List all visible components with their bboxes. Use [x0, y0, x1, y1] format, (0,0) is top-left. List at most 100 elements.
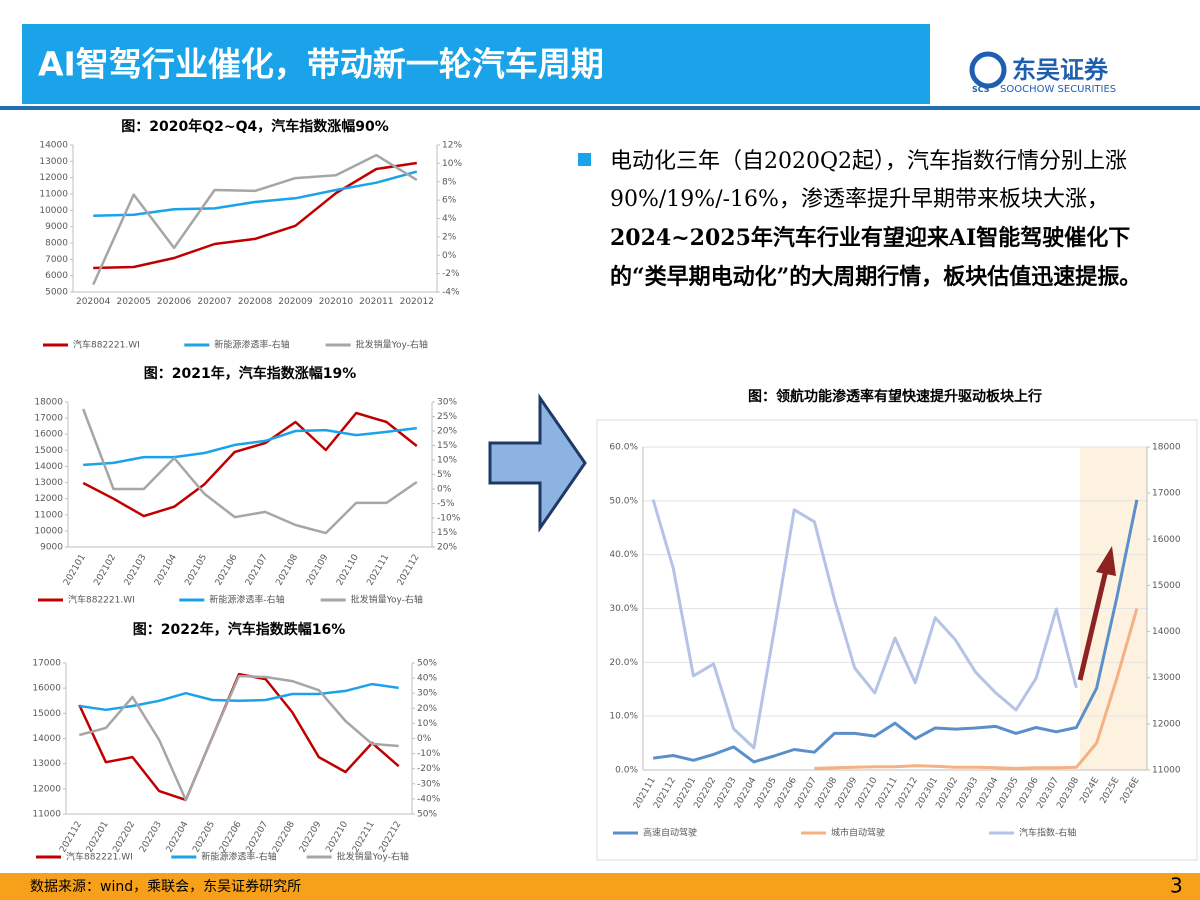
bullet-normal: 电动化三年（自2020Q2起），汽车指数行情分别上涨90%/19%/-16%，渗… [610, 149, 1128, 212]
y-tick-label: 12000 [39, 173, 68, 183]
y2-tick-label: 4% [442, 214, 457, 224]
y2-tick-label: 25% [437, 412, 457, 422]
y2-tick-label: 0% [417, 734, 432, 744]
legend-label: 批发销量Yoy-右轴 [337, 851, 409, 863]
y-tick-label: 17000 [34, 414, 63, 424]
logo: 东吴证券 SCS SOOCHOW SECURITIES [969, 51, 1116, 95]
y2-tick-label: 2% [442, 232, 457, 242]
legend-label: 批发销量Yoy-右轴 [351, 594, 423, 606]
series-line [93, 161, 417, 270]
series-line [79, 682, 399, 712]
legend-label: 新能源渗透率-右轴 [214, 339, 289, 351]
y-tick-label: 16000 [32, 684, 61, 694]
y2-tick-label: 6% [442, 196, 457, 206]
x-tick-label: 202007 [197, 297, 231, 307]
y-tick-label: 14000 [39, 141, 68, 151]
legend-label: 批发销量Yoy-右轴 [356, 339, 428, 351]
logo-mark: SCS [972, 85, 990, 94]
y2-tick-label: 15000 [1152, 581, 1181, 591]
y-tick-label: 10.0% [609, 712, 638, 722]
y2-tick-label: 0% [442, 251, 457, 261]
y-tick-label: 9000 [45, 222, 68, 232]
y2-tick-label: 12% [442, 141, 462, 151]
y-tick-label: 10000 [39, 206, 68, 216]
title-bar [22, 24, 930, 104]
slide-title: AI智驾行业催化，带动新一轮汽车周期 [38, 45, 604, 84]
y-tick-label: 8000 [45, 239, 68, 249]
series-line [78, 674, 399, 802]
y2-tick-label: -40% [417, 794, 441, 804]
x-tick-label: 202010 [319, 297, 354, 307]
y2-tick-label: 8% [442, 177, 457, 187]
y2-tick-label: 11000 [1152, 766, 1181, 776]
y2-tick-label: 14000 [1152, 627, 1181, 637]
y2-tick-label: 17000 [1152, 489, 1181, 499]
y2-tick-label: 5% [437, 470, 452, 480]
series-line [82, 411, 418, 518]
chart4-frame [596, 419, 1198, 861]
y-tick-label: 40.0% [609, 550, 638, 560]
series-line [83, 426, 417, 467]
y2-tick-label: -5% [437, 499, 455, 509]
series-line [78, 672, 400, 802]
trend-arrow-head [1096, 546, 1116, 576]
y2-tick-label: 20% [417, 704, 437, 714]
y2-tick-label: 40% [417, 674, 437, 684]
y2-tick-label: 30% [417, 689, 437, 699]
y-tick-label: 50.0% [609, 496, 638, 506]
y-tick-label: 30.0% [609, 604, 638, 614]
chart-title: 图：领航功能渗透率有望快速提升驱动板块上行 [748, 388, 1042, 405]
logo-cn: 东吴证券 [1012, 56, 1109, 84]
bullet-icon [578, 153, 591, 166]
bullet-text: 电动化三年（自2020Q2起），汽车指数行情分别上涨90%/19%/-16%，渗… [610, 143, 1155, 297]
x-tick-label: 202011 [359, 297, 393, 307]
y2-tick-label: 20% [437, 543, 457, 553]
chart-title: 图：2021年，汽车指数涨幅19% [144, 365, 356, 382]
bullet-box: 电动化三年（自2020Q2起），汽车指数行情分别上涨90%/19%/-16%，渗… [610, 143, 1155, 297]
y2-tick-label: 20% [437, 427, 457, 437]
y-tick-label: 0.0% [615, 766, 638, 776]
y2-tick-label: 13000 [1152, 673, 1181, 683]
legend-label: 新能源渗透率-右轴 [209, 594, 284, 606]
y-tick-label: 13000 [39, 157, 68, 167]
series-line [651, 499, 1078, 750]
y2-tick-label: -10% [437, 514, 461, 524]
series-line [92, 153, 418, 286]
series-line [82, 408, 418, 535]
footer-source: 数据来源：wind，乘联会，东吴证券研究所 [30, 879, 301, 895]
trend-arrow [1077, 546, 1116, 681]
legend-label: 汽车882221.WI [66, 851, 133, 863]
y-tick-label: 17000 [32, 659, 61, 669]
title-rule [0, 106, 1200, 110]
y-tick-label: 16000 [34, 430, 63, 440]
y2-tick-label: -2% [442, 269, 460, 279]
y2-tick-label: 0% [437, 485, 452, 495]
y-tick-label: 15000 [34, 446, 63, 456]
x-tick-label: 202012 [400, 297, 434, 307]
footer-bar [0, 873, 1200, 900]
logo-icon [969, 51, 1007, 89]
x-tick-label: 202005 [116, 297, 150, 307]
x-tick-label: 202006 [157, 297, 192, 307]
legend-label: 汽车882221.WI [68, 594, 135, 606]
y-tick-label: 6000 [45, 271, 68, 281]
y-tick-label: 11000 [32, 810, 61, 820]
y-tick-label: 14000 [34, 462, 63, 472]
x-tick-label: 202004 [76, 297, 111, 307]
y2-tick-label: 50% [417, 810, 437, 820]
series-line [814, 608, 1139, 770]
y-tick-label: 5000 [45, 288, 68, 298]
y-tick-label: 12000 [34, 494, 63, 504]
y-tick-label: 12000 [32, 784, 61, 794]
y2-tick-label: 12000 [1152, 719, 1181, 729]
trend-arrow-shaft [1077, 569, 1109, 681]
y-tick-label: 20.0% [609, 658, 638, 668]
y2-tick-label: -30% [417, 779, 441, 789]
y-tick-label: 60.0% [609, 443, 638, 453]
bullet-bold: 2024~2025年汽车行业有望迎来AI智能驾驶催化下的“类早期电动化”的大周期… [610, 225, 1142, 290]
chart-title: 图：2022年，汽车指数跌幅16% [133, 621, 345, 638]
legend-label: 新能源渗透率-右轴 [201, 851, 276, 863]
arrow-shape [488, 393, 587, 533]
